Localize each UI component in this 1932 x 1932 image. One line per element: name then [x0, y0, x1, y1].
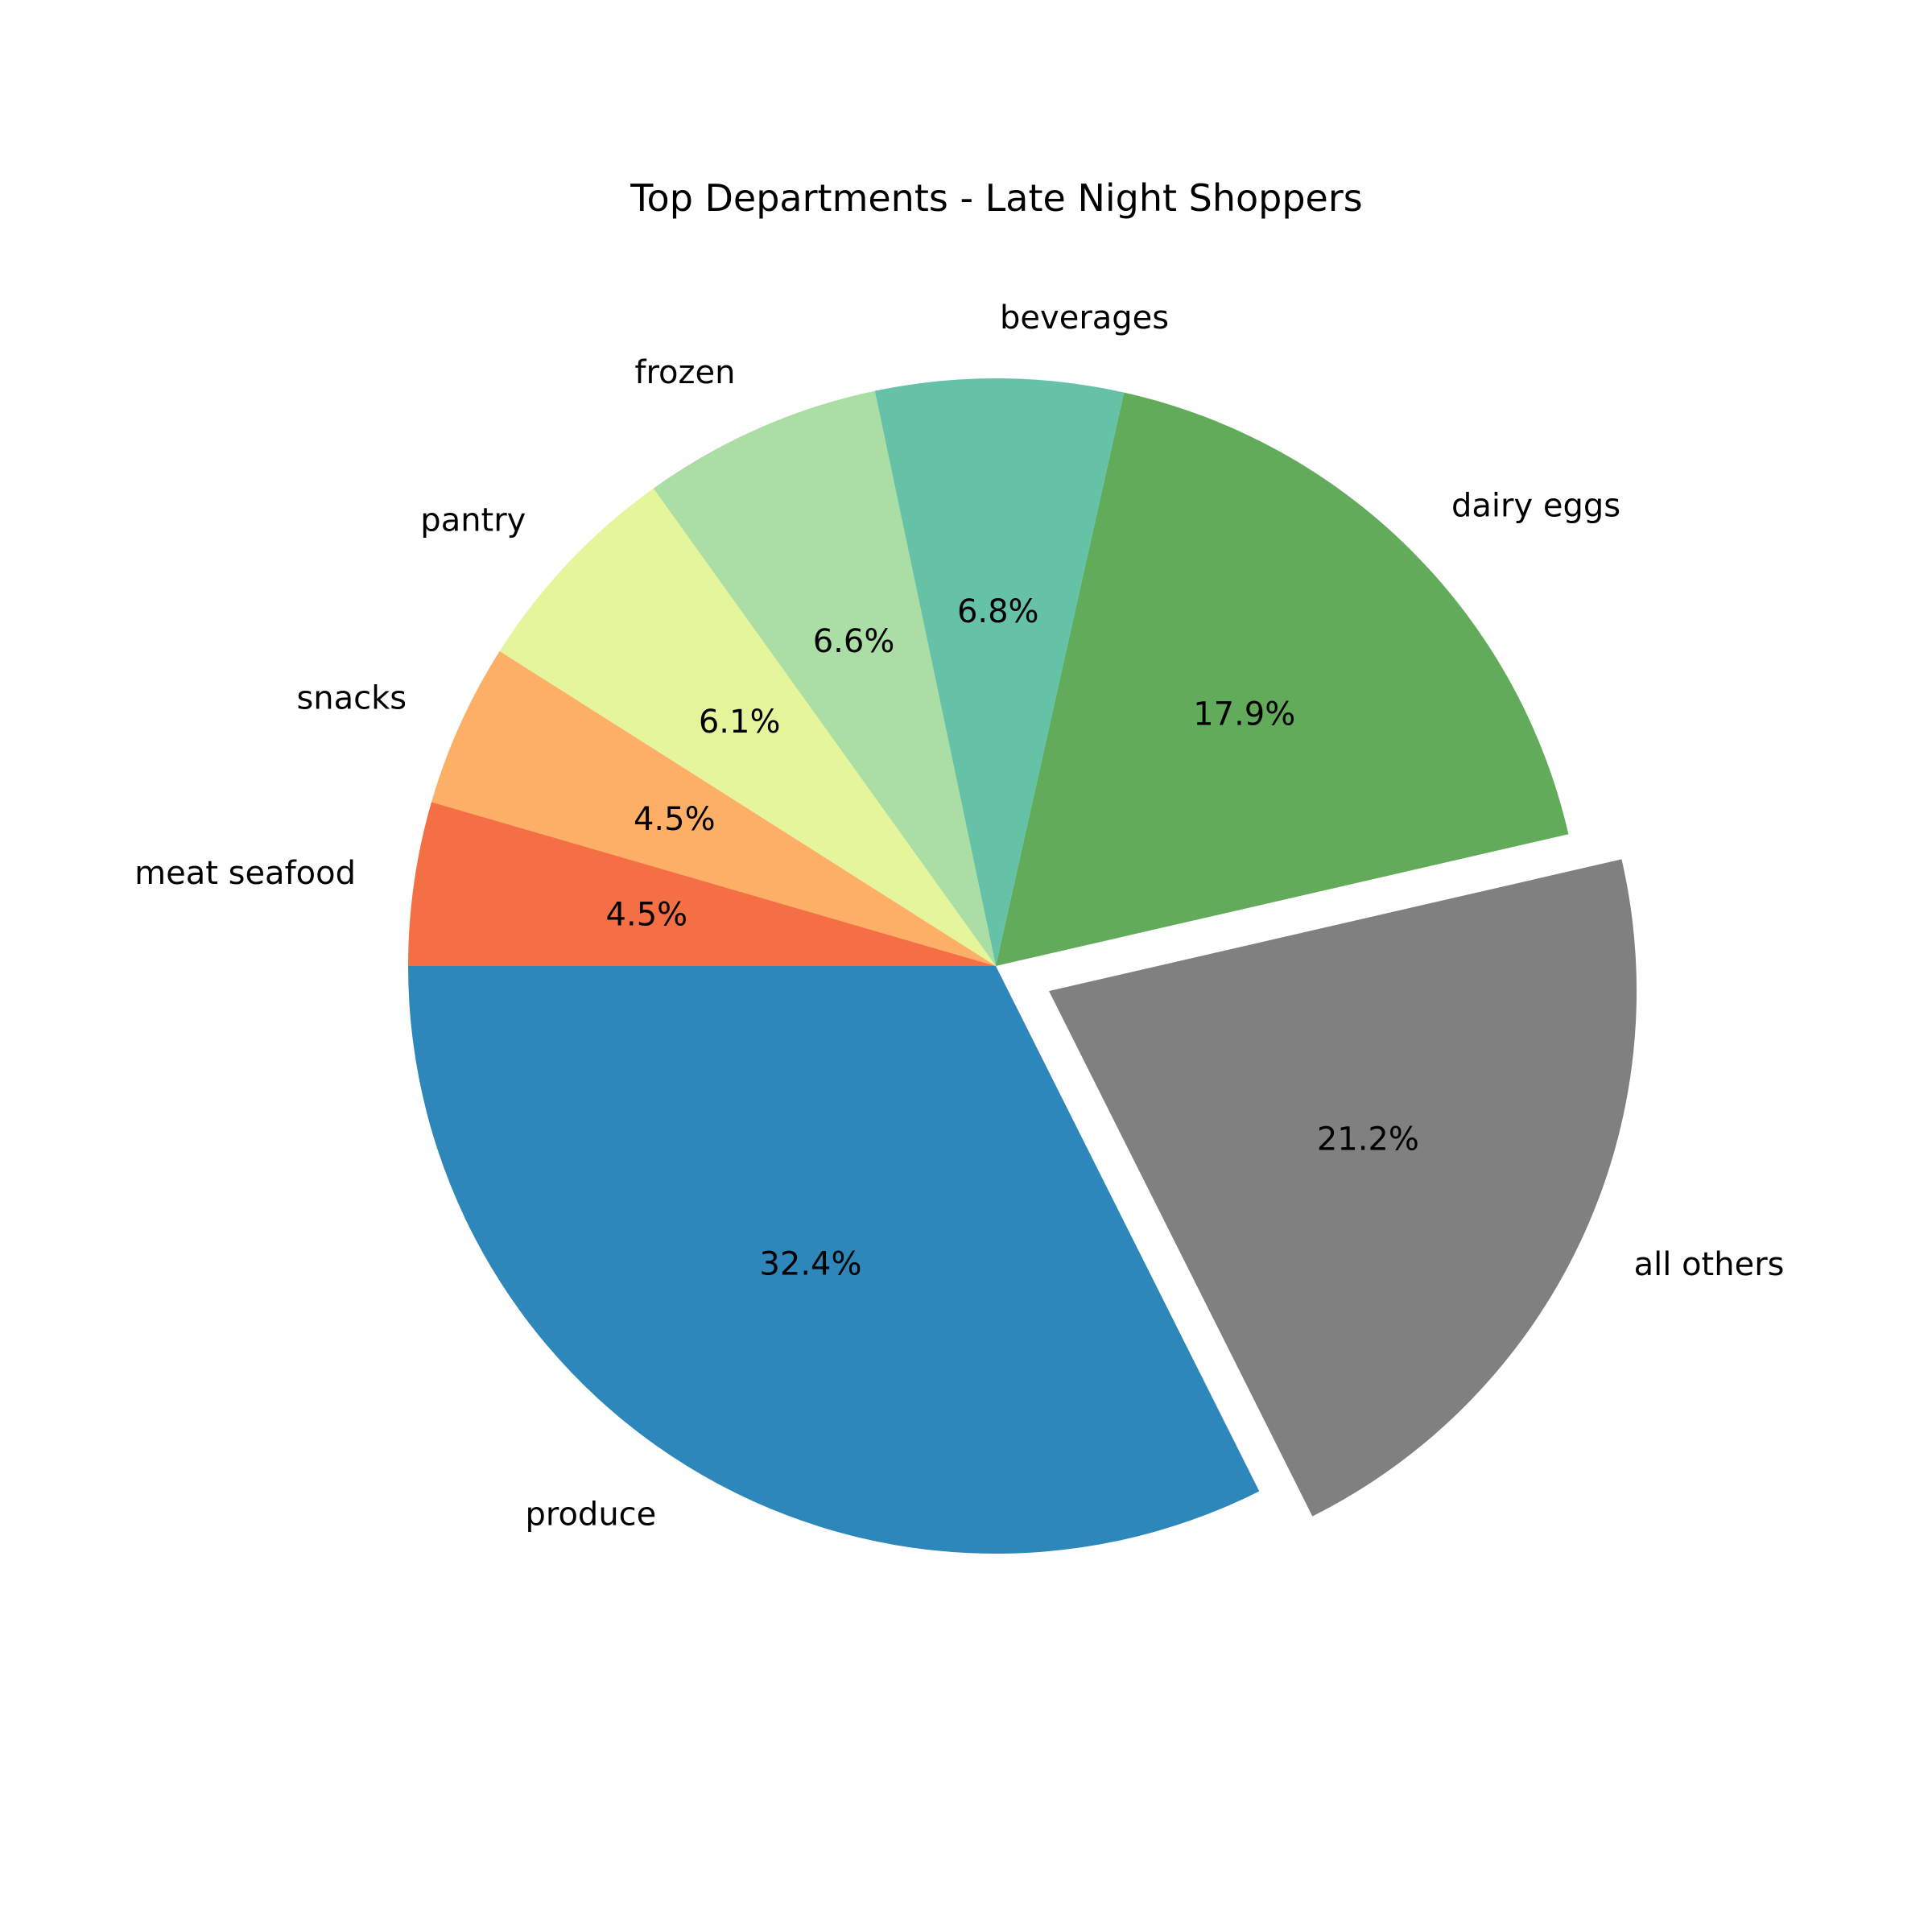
slice-label-snacks: snacks	[296, 680, 407, 717]
pct-label-snacks: 4.5%	[634, 801, 716, 838]
pie-slice-pantry	[499, 488, 996, 966]
slice-labels: produce 32.4% all others 21.2% dairy eggs 17.…	[134, 299, 1784, 1533]
pie-slice-dairy-eggs	[996, 392, 1569, 966]
chart-title: Top Departments - Late Night Shoppers	[630, 176, 1362, 220]
pie-slice-all-others	[1049, 859, 1637, 1517]
pct-label-beverages: 6.8%	[957, 593, 1039, 630]
pie-slice-frozen	[653, 390, 996, 966]
pie-slice-produce	[408, 966, 1260, 1554]
slice-label-produce: produce	[526, 1496, 657, 1533]
pct-label-meat-seafood: 4.5%	[606, 896, 688, 933]
pct-label-produce: 32.4%	[759, 1246, 861, 1283]
pct-label-dairy-eggs: 17.9%	[1193, 696, 1295, 733]
slice-label-all-others: all others	[1634, 1246, 1785, 1283]
pct-label-frozen: 6.6%	[813, 623, 895, 660]
slice-label-dairy-eggs: dairy eggs	[1451, 487, 1620, 524]
pie-slice-meat-seafood	[408, 802, 996, 966]
slice-label-frozen: frozen	[634, 354, 735, 391]
slice-label-meat-seafood: meat seafood	[134, 855, 356, 892]
pie-slices	[408, 378, 1637, 1554]
pie-slice-snacks	[431, 650, 996, 966]
pct-label-all-others: 21.2%	[1317, 1121, 1419, 1158]
pie-slice-beverages	[874, 378, 1125, 966]
slice-label-beverages: beverages	[1000, 299, 1169, 336]
slice-label-pantry: pantry	[420, 502, 526, 539]
pct-label-pantry: 6.1%	[699, 704, 781, 741]
